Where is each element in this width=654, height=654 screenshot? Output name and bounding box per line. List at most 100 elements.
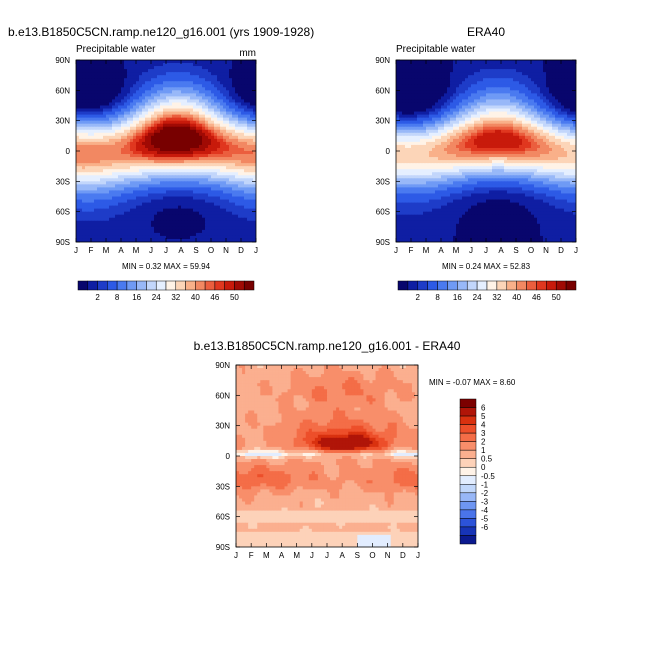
heatmap-cell (178, 202, 182, 206)
heatmap-cell (564, 105, 568, 109)
heatmap-cell (447, 84, 451, 88)
heatmap-cell (426, 75, 430, 79)
heatmap-cell (88, 117, 92, 122)
heatmap-cell (112, 78, 116, 82)
heatmap-cell (492, 90, 496, 94)
heatmap-cell (166, 114, 170, 119)
heatmap-cell (130, 172, 134, 176)
heatmap-cell (489, 84, 493, 88)
heatmap-cell (549, 63, 553, 67)
heatmap-cell (202, 211, 206, 216)
heatmap-cell (519, 117, 523, 122)
heatmap-cell (202, 105, 206, 109)
heatmap-cell (408, 75, 412, 79)
heatmap-cell (205, 96, 209, 100)
heatmap-cell (226, 132, 230, 137)
heatmap-cell (250, 178, 254, 182)
heatmap-cell (166, 157, 170, 161)
heatmap-cell (232, 123, 236, 128)
heatmap-cell (465, 99, 469, 103)
heatmap-cell (429, 72, 433, 76)
heatmap-cell (208, 160, 212, 164)
heatmap-cell (220, 132, 224, 137)
heatmap-cell (148, 72, 152, 76)
heatmap-cell (438, 60, 442, 64)
heatmap-cell (157, 93, 161, 97)
heatmap-cell (250, 157, 254, 161)
heatmap-cell (91, 163, 95, 167)
heatmap-cell (250, 172, 254, 176)
heatmap-cell (516, 60, 520, 64)
heatmap-cell (85, 129, 89, 134)
heatmap-cell (211, 184, 215, 188)
heatmap-cell (142, 60, 146, 64)
heatmap-cell (148, 69, 152, 73)
heatmap-cell (432, 108, 436, 112)
heatmap-cell (166, 151, 170, 155)
heatmap-cell (157, 187, 161, 191)
heatmap-cell (97, 232, 101, 237)
heatmap-cell (151, 178, 155, 182)
heatmap-cell (570, 66, 574, 70)
heatmap-cell (127, 147, 131, 152)
heatmap-cell (438, 63, 442, 67)
heatmap-cell (94, 160, 98, 164)
heatmap-cell (238, 147, 242, 152)
heatmap-cell (196, 72, 200, 76)
heatmap-cell (522, 114, 526, 119)
heatmap-cell (133, 178, 137, 182)
heatmap-cell (124, 132, 128, 137)
heatmap-cell (127, 169, 131, 173)
heatmap-cell (537, 75, 541, 79)
heatmap-cell (546, 60, 550, 64)
heatmap-cell (103, 105, 107, 109)
heatmap-cell (250, 102, 254, 106)
heatmap-cell (199, 157, 203, 161)
heatmap-cell (88, 163, 92, 167)
heatmap-cell (133, 117, 137, 122)
heatmap-cell (190, 114, 194, 119)
heatmap-cell (121, 120, 125, 125)
heatmap-cell (408, 111, 412, 115)
heatmap-cell (82, 84, 86, 88)
heatmap-cell (250, 132, 254, 137)
heatmap-cell (199, 193, 203, 197)
heatmap-cell (106, 126, 110, 131)
heatmap-cell (408, 60, 412, 64)
heatmap-cell (142, 132, 146, 137)
heatmap-cell (103, 144, 107, 149)
heatmap-cell (127, 135, 131, 140)
heatmap-cell (190, 193, 194, 197)
heatmap-cell (534, 105, 538, 109)
heatmap-cell (112, 105, 116, 109)
heatmap-cell (474, 81, 478, 85)
heatmap-cell (85, 81, 89, 85)
heatmap-cell (441, 111, 445, 115)
heatmap-cell (471, 66, 475, 70)
heatmap-cell (166, 132, 170, 137)
heatmap-cell (184, 102, 188, 106)
heatmap-cell (169, 93, 173, 97)
heatmap-cell (94, 172, 98, 176)
heatmap-cell (486, 78, 490, 82)
heatmap-cell (229, 78, 233, 82)
heatmap-cell (127, 211, 131, 216)
heatmap-cell (115, 147, 119, 152)
heatmap-cell (253, 114, 256, 119)
heatmap-cell (205, 126, 209, 131)
heatmap-cell (163, 78, 167, 82)
heatmap-cell (145, 123, 149, 128)
heatmap-cell (238, 102, 242, 106)
heatmap-cell (202, 111, 206, 115)
heatmap-cell (103, 84, 107, 88)
heatmap-cell (417, 102, 421, 106)
heatmap-cell (193, 205, 197, 210)
heatmap-cell (106, 90, 110, 94)
heatmap-cell (76, 208, 80, 213)
heatmap-cell (166, 178, 170, 182)
heatmap-cell (160, 190, 164, 194)
heatmap-cell (528, 102, 532, 106)
heatmap-cell (163, 235, 167, 240)
heatmap-cell (214, 172, 218, 176)
heatmap-cell (235, 205, 239, 210)
